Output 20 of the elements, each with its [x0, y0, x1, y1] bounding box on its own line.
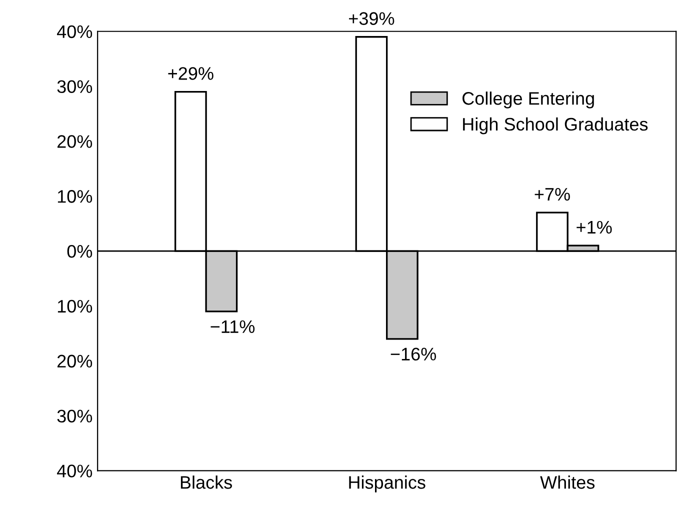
data-label: −16%: [390, 348, 436, 360]
y-tick-label: 10%: [58, 300, 92, 313]
data-label: +29%: [168, 67, 214, 80]
y-tick-label: 20%: [57, 354, 92, 368]
data-label: +39%: [349, 12, 394, 25]
x-tick-label: Blacks: [180, 476, 232, 489]
y-tick-label: 40%: [56, 25, 92, 38]
y-tick-label: 40%: [56, 464, 92, 478]
y-tick-label: 10%: [58, 190, 92, 203]
data-label: −11%: [210, 320, 255, 333]
legend-label: College Entering: [462, 92, 594, 108]
y-tick-label: 20%: [57, 135, 92, 148]
data-label: +1%: [576, 220, 612, 234]
data-label: +7%: [534, 188, 570, 201]
y-tick-label: 30%: [57, 410, 92, 423]
x-tick-label: Hispanics: [349, 476, 426, 492]
legend-label: High School Graduates: [463, 117, 648, 134]
y-tick-label: 30%: [57, 80, 92, 94]
x-tick-label: Whites: [540, 476, 595, 489]
y-tick-label: 0%: [67, 244, 92, 258]
